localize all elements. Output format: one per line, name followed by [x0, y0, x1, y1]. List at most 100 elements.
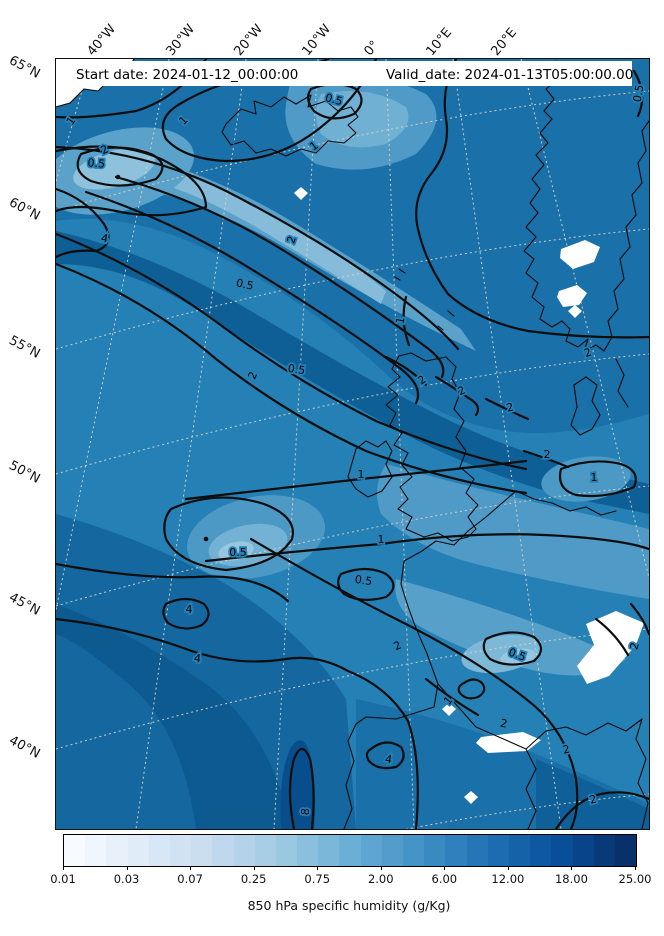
- colorbar-tick-mark: [444, 866, 446, 870]
- shetland-coast: [437, 310, 455, 331]
- colorbar-tick-mark: [571, 866, 573, 870]
- contour-value-label: 1: [358, 468, 365, 481]
- shade-dry-ribbon-core: [141, 164, 386, 304]
- colorbar-segment: [212, 835, 234, 866]
- colorbar-segment: [106, 835, 128, 866]
- contour-value-label: 1: [378, 533, 385, 546]
- lon-tick-label: 10°E: [423, 25, 456, 60]
- colorbar-tick-mark: [635, 866, 636, 870]
- shade-sw-dark: [56, 514, 356, 829]
- denmark-coast: [570, 376, 601, 436]
- lat-tick-label: 50°N: [6, 458, 43, 487]
- contour-value-label: 0.5: [87, 156, 106, 170]
- shade-moist-band: [56, 231, 649, 514]
- colorbar-tick-label: 0.01: [50, 872, 76, 886]
- colorbar-title: 850 hPa specific humidity (g/Kg): [247, 898, 451, 913]
- colorbar-tick-label: 6.00: [431, 872, 458, 886]
- shade-england-light: [377, 464, 649, 599]
- colorbar-segment: [381, 835, 403, 866]
- colorbar-tick-mark: [63, 866, 64, 870]
- lon-tick-label: 40°W: [84, 21, 120, 59]
- colorbar-tick-mark: [190, 866, 192, 870]
- contour-value-label: 0.5: [235, 276, 255, 292]
- colorbar-tick-label: 0.03: [113, 872, 140, 886]
- colorbar-segment: [85, 835, 107, 866]
- humidity-colorbar: [63, 834, 637, 867]
- colorbar-segment: [275, 835, 298, 866]
- small-diamond-2: [464, 791, 478, 804]
- spain-east-coast: [525, 748, 537, 829]
- shade-se-dark: [536, 759, 649, 829]
- contour-value-label: 0.5: [229, 546, 247, 559]
- colorbar-segment: [297, 835, 319, 866]
- lon-tick-label: 20°W: [231, 21, 267, 59]
- small-diamond-1: [442, 703, 456, 716]
- contour-value-label: 8: [299, 808, 313, 816]
- colorbar-segment: [530, 835, 552, 866]
- pyrenees-patch: [476, 732, 541, 753]
- colorbar-segment: [508, 835, 531, 866]
- norway-diamond: [568, 305, 582, 318]
- colorbar-tick-mark: [253, 866, 255, 870]
- iceland-diamond: [294, 187, 308, 200]
- shade-8-tongue: [280, 740, 316, 829]
- colorbar-tick-mark: [507, 866, 509, 870]
- lat-tick-label: 55°N: [6, 333, 43, 362]
- colorbar-segment: [191, 835, 213, 866]
- lon-tick-label: 10°W: [299, 21, 335, 59]
- norway-mountain-patch2: [557, 285, 587, 307]
- colorbar-tick-label: 0.25: [240, 872, 267, 886]
- colorbar-segment: [403, 835, 425, 866]
- map-plot-area: 1 2 0.5 4 1 0.5 1 2 0.5 0.5 2 0.5 1 2 2 2 2 2 1 1 1 0.5 0.5 4 4 2…: [55, 58, 650, 830]
- colorbar-tick-mark: [126, 866, 128, 870]
- colorbar-segment: [551, 835, 573, 866]
- shade-dark-north: [56, 59, 649, 433]
- great-britain-coast: [385, 352, 479, 542]
- colorbar-segment: [445, 835, 467, 866]
- lat-tick-label: 60°N: [6, 195, 43, 224]
- norway-mountain-patch: [560, 240, 600, 269]
- shade-france-light: [395, 579, 626, 676]
- colorbar-tick-label: 0.07: [177, 872, 203, 886]
- colorbar-tick-label: 0.75: [304, 872, 331, 886]
- colorbar-tick-label: 18.00: [554, 872, 588, 886]
- start-date-label: Start date: 2024-01-12_00:00:00: [76, 67, 298, 83]
- contour-value-label: 0.5: [631, 84, 647, 103]
- norway-coast: [523, 60, 649, 352]
- colorbar-segment: [360, 835, 382, 866]
- annotation-strip: [62, 61, 632, 86]
- iceland-coast: [221, 94, 359, 157]
- contour-lines: [56, 59, 649, 829]
- colorbar-segment: [487, 835, 509, 866]
- colorbar-segment: [148, 835, 170, 866]
- valid-date-label: Valid_date: 2024-01-13T05:00:00.00: [386, 67, 633, 83]
- colorbar-segment: [424, 835, 446, 866]
- colorbar-segment: [466, 835, 488, 866]
- colorbar-segment: [572, 835, 594, 866]
- colorbar-tick-label: 12.00: [491, 872, 525, 886]
- lon-tick-label: 30°W: [163, 21, 199, 59]
- lon-tick-label: 0°: [361, 38, 383, 59]
- contour-value-label: 0.5: [287, 362, 306, 377]
- colorbar-segment: [127, 835, 149, 866]
- colorbar-segment: [233, 835, 255, 866]
- sweden-coast: [615, 358, 629, 408]
- contour-value-label: 4: [186, 603, 193, 616]
- contour-value-label: 1: [591, 471, 598, 484]
- lat-tick-label: 40°N: [6, 733, 43, 762]
- colorbar-segment: [254, 835, 276, 866]
- mediterranean-coast: [437, 683, 649, 829]
- colorbar-segment: [318, 835, 340, 866]
- contour-value-label: 0.5: [354, 573, 373, 588]
- ireland-coast: [347, 440, 393, 498]
- lat-tick-label: 45°N: [6, 590, 43, 619]
- faroe-coast: [394, 268, 406, 281]
- colorbar-segment: [169, 835, 192, 866]
- colorbar-tick-label: 2.00: [367, 872, 394, 886]
- lat-tick-label: 65°N: [6, 53, 43, 82]
- shade-iceland-core: [316, 90, 409, 148]
- lon-tick-label: 20°E: [488, 25, 521, 60]
- colorbar-tick-mark: [317, 866, 319, 870]
- contour-value-label: 2: [544, 448, 551, 461]
